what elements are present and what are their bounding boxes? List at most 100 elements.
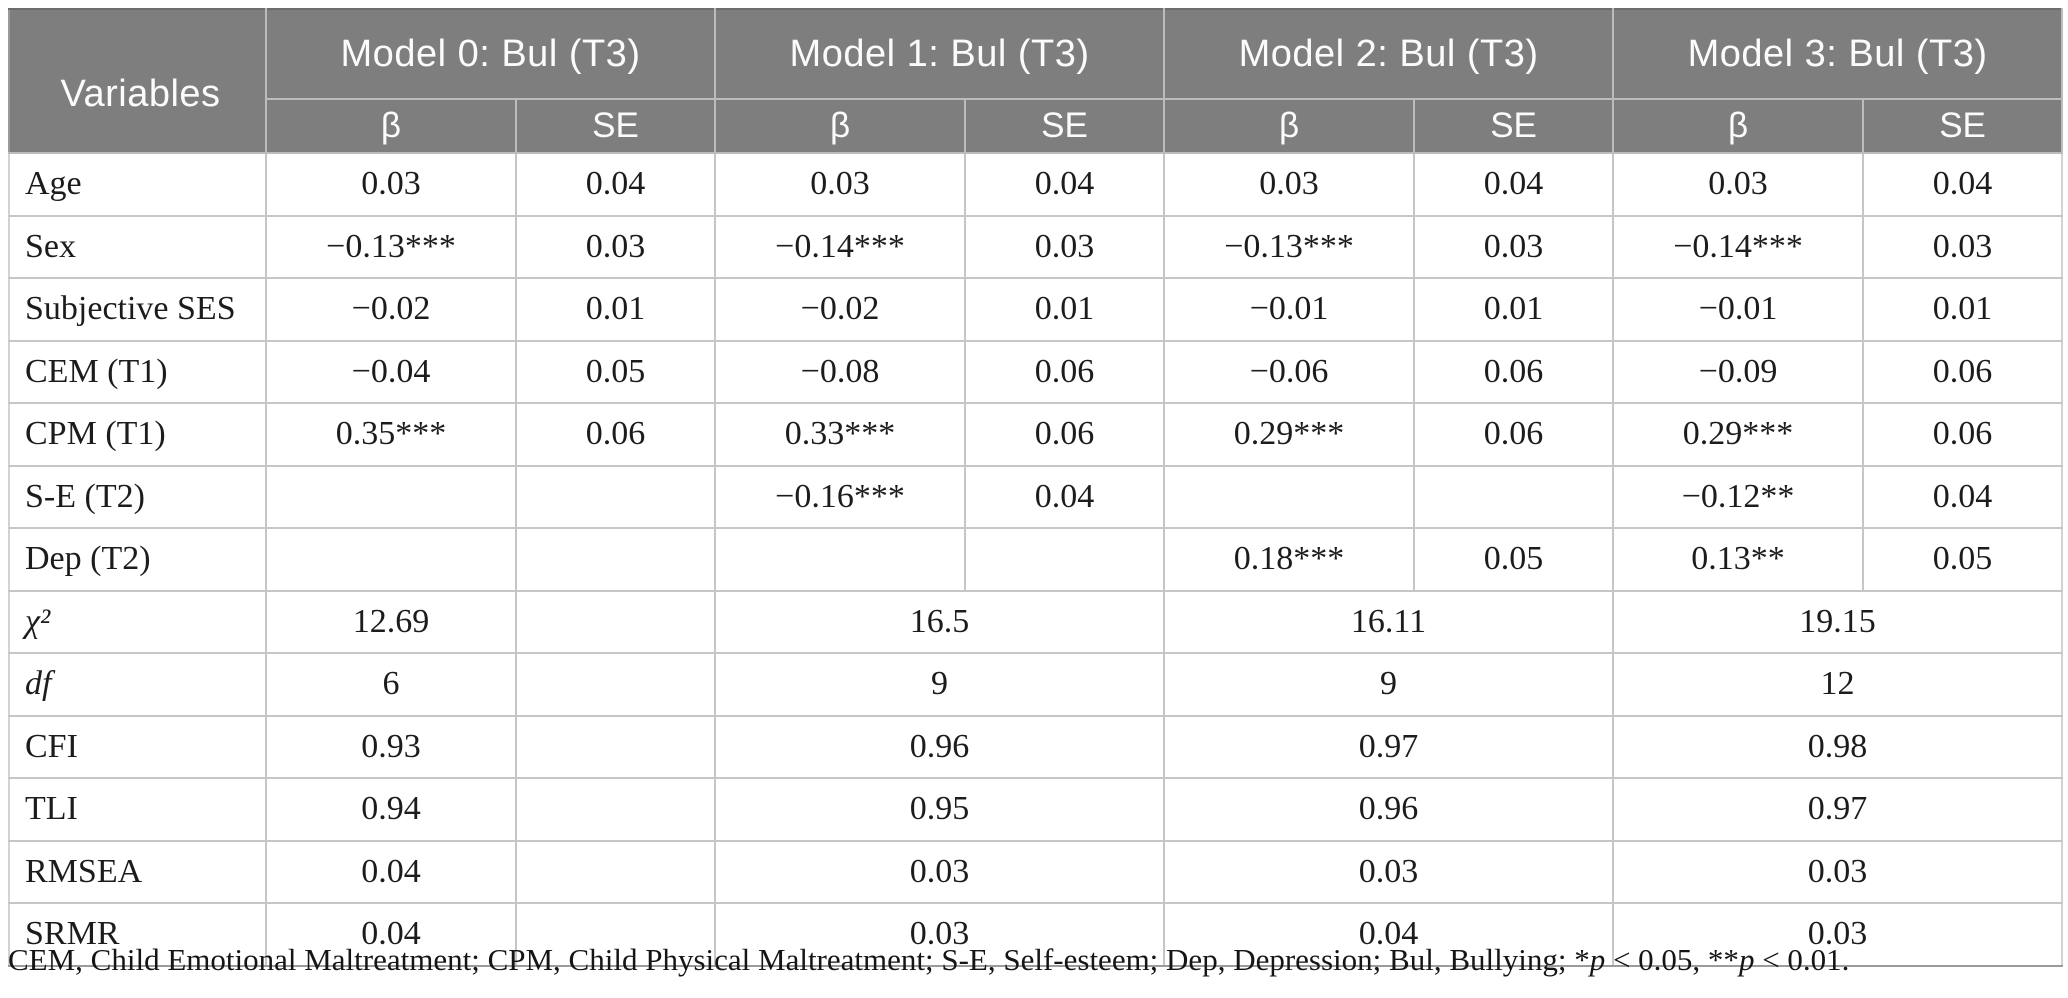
cell-value: 0.06 xyxy=(1862,402,2064,467)
footnote-text: < 0.05, ** xyxy=(1605,942,1739,977)
cell-value: 0.95 xyxy=(714,777,1166,842)
footnote-p-italic: p xyxy=(1589,942,1606,977)
model-0-header: Model 0: Bul (T3) xyxy=(264,8,717,100)
cell-value: 0.06 xyxy=(1862,339,2064,404)
cell-value: −0.09 xyxy=(1612,339,1865,404)
cell-value: 0.03 xyxy=(714,902,1166,967)
table-row-rmsea: RMSEA 0.04 0.03 0.03 0.03 xyxy=(8,839,2064,904)
model-1-header: Model 1: Bul (T3) xyxy=(714,8,1166,100)
row-label: TLI xyxy=(8,777,267,842)
cell-value: 9 xyxy=(714,652,1166,717)
cell-value xyxy=(514,464,717,529)
cell-value: 0.03 xyxy=(265,152,517,217)
cell-value: 0.03 xyxy=(964,214,1166,279)
cell-value: 0.04 xyxy=(1862,152,2064,217)
cell-empty xyxy=(514,652,717,717)
cell-value: −0.02 xyxy=(714,277,967,342)
model-3-beta-header: β xyxy=(1612,98,1865,154)
cell-value xyxy=(1413,464,1615,529)
cell-value: 0.94 xyxy=(265,777,517,842)
row-label: χ² xyxy=(8,589,267,654)
cell-value: −0.14*** xyxy=(1612,214,1865,279)
table-row-cem-t1: CEM (T1) −0.04 0.05 −0.08 0.06 −0.06 0.0… xyxy=(8,339,2064,404)
cell-value: 0.97 xyxy=(1612,777,2064,842)
cell-value: −0.04 xyxy=(265,339,517,404)
row-label: S-E (T2) xyxy=(8,464,267,529)
cell-value: 0.06 xyxy=(514,402,717,467)
cell-value: 16.11 xyxy=(1163,589,1615,654)
cell-value: −0.01 xyxy=(1612,277,1865,342)
cell-value: 0.03 xyxy=(714,152,967,217)
row-label: Sex xyxy=(8,214,267,279)
cell-value: 0.35*** xyxy=(265,402,517,467)
header-row-models: Variables Model 0: Bul (T3) Model 1: Bul… xyxy=(8,8,2064,154)
cell-value: 0.04 xyxy=(1413,152,1615,217)
row-label: SRMR xyxy=(8,902,267,967)
cell-value: 9 xyxy=(1163,652,1615,717)
cell-value: 0.03 xyxy=(1163,839,1615,904)
model-2-header: Model 2: Bul (T3) xyxy=(1163,8,1615,100)
table-row-dep-t2: Dep (T2) 0.18*** 0.05 0.13** 0.05 xyxy=(8,527,2064,592)
cell-value: 0.33*** xyxy=(714,402,967,467)
cell-value: −0.16*** xyxy=(714,464,967,529)
cell-value: 19.15 xyxy=(1612,589,2064,654)
cell-value xyxy=(1163,464,1416,529)
table-row-cfi: CFI 0.93 0.96 0.97 0.98 xyxy=(8,714,2064,779)
sem-results-table: Variables Model 0: Bul (T3) Model 1: Bul… xyxy=(8,8,2064,967)
cell-value: −0.12** xyxy=(1612,464,1865,529)
cell-value: 0.01 xyxy=(514,277,717,342)
cell-value: 0.03 xyxy=(1163,152,1416,217)
cell-empty xyxy=(514,714,717,779)
cell-value: 6 xyxy=(265,652,517,717)
cell-value: 12.69 xyxy=(265,589,517,654)
row-label: CEM (T1) xyxy=(8,339,267,404)
cell-empty xyxy=(514,839,717,904)
table-row-chi-square: χ² 12.69 16.5 16.11 19.15 xyxy=(8,589,2064,654)
header-row-beta-se: β SE β SE β SE β SE xyxy=(9,98,2064,154)
cell-value: 0.03 xyxy=(1612,152,1865,217)
cell-value xyxy=(964,527,1166,592)
table-row-cpm-t1: CPM (T1) 0.35*** 0.06 0.33*** 0.06 0.29*… xyxy=(8,402,2064,467)
cell-value: −0.02 xyxy=(265,277,517,342)
cell-value: 0.29*** xyxy=(1612,402,1865,467)
table-row-subjective-ses: Subjective SES −0.02 0.01 −0.02 0.01 −0.… xyxy=(8,277,2064,342)
cell-value: 0.04 xyxy=(265,902,517,967)
row-label: Subjective SES xyxy=(8,277,267,342)
row-label: Dep (T2) xyxy=(8,527,267,592)
model-2-beta-header: β xyxy=(1163,98,1416,154)
cell-value: 0.96 xyxy=(1163,777,1615,842)
cell-empty xyxy=(514,902,717,967)
cell-value: −0.13*** xyxy=(265,214,517,279)
cell-value: 0.01 xyxy=(1413,277,1615,342)
footnote-text: < 0.01. xyxy=(1754,942,1850,977)
cell-value xyxy=(265,527,517,592)
cell-value: 0.04 xyxy=(1862,464,2064,529)
model-3-se-header: SE xyxy=(1862,98,2064,154)
footnote-text: CEM, Child Emotional Maltreatment; CPM, … xyxy=(8,942,1590,977)
cell-value xyxy=(514,527,717,592)
cell-value: 0.06 xyxy=(964,339,1166,404)
cell-value: 0.04 xyxy=(1163,902,1615,967)
cell-value: 0.29*** xyxy=(1163,402,1416,467)
cell-value: 0.93 xyxy=(265,714,517,779)
cell-value: 0.05 xyxy=(514,339,717,404)
cell-value: 0.03 xyxy=(1413,214,1615,279)
cell-value xyxy=(265,464,517,529)
cell-value: 0.04 xyxy=(265,839,517,904)
cell-value: 0.96 xyxy=(714,714,1166,779)
cell-value: 0.03 xyxy=(1612,902,2064,967)
table-row-se-t2: S-E (T2) −0.16*** 0.04 −0.12** 0.04 xyxy=(8,464,2064,529)
cell-value: 0.97 xyxy=(1163,714,1615,779)
row-label: CPM (T1) xyxy=(8,402,267,467)
cell-value: 16.5 xyxy=(714,589,1166,654)
cell-value: 0.06 xyxy=(964,402,1166,467)
model-0-beta-header: β xyxy=(265,98,517,154)
cell-value: 0.06 xyxy=(1413,402,1615,467)
table-row-srmr: SRMR 0.04 0.03 0.04 0.03 xyxy=(8,902,2064,967)
model-0-se-header: SE xyxy=(514,98,717,154)
cell-value xyxy=(714,527,967,592)
cell-value: 0.04 xyxy=(964,152,1166,217)
cell-value: 0.98 xyxy=(1612,714,2064,779)
row-label: CFI xyxy=(8,714,267,779)
table-row-sex: Sex −0.13*** 0.03 −0.14*** 0.03 −0.13***… xyxy=(8,214,2064,279)
